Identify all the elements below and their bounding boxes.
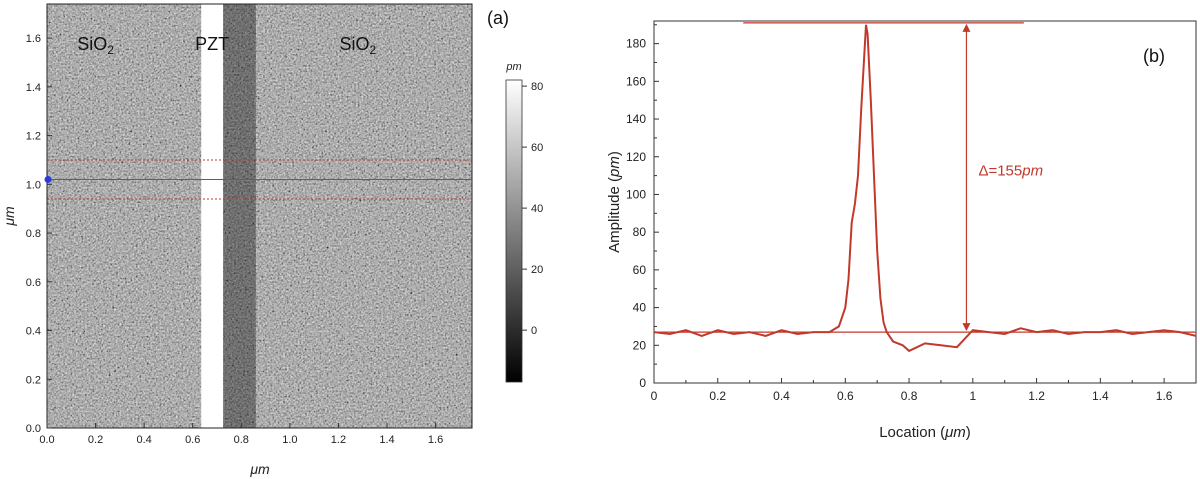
y-tick-label-a: 0.4 — [26, 326, 41, 338]
x-tick-label-b: 1.4 — [1092, 389, 1109, 403]
x-tick-label-b: 1.2 — [1028, 389, 1045, 403]
y-tick-label-a: 0.8 — [26, 228, 41, 240]
y-tick-label-b: 20 — [633, 338, 647, 352]
colorbar-tick-label: 0 — [531, 325, 537, 337]
x-tick-label-a: 1.4 — [379, 434, 394, 446]
colorbar-tick-label: 60 — [531, 142, 543, 154]
map-frame — [46, 3, 473, 429]
dark-band — [223, 4, 256, 428]
amplitude-series-line — [653, 24, 1197, 353]
x-tick-label-a: 1.6 — [428, 434, 443, 446]
y-tick-label-a: 0.6 — [26, 277, 41, 289]
x-tick-label-a: 1.2 — [331, 434, 346, 446]
y-tick-label-a: 1.2 — [26, 131, 41, 143]
afm-amplitude-map: SiO2 PZT SiO2 0.0 0.2 0.4 0.6 0.8 1.0 1.2 1.4 1.… — [1, 3, 543, 477]
x-tick-label-b: 0.4 — [773, 389, 790, 403]
y-tick-label-a: 1.6 — [26, 33, 41, 45]
colorbar-tick-label: 40 — [531, 203, 543, 215]
y-axis-label-a: μm — [1, 206, 17, 227]
x-tick-label-a: 1.0 — [282, 434, 297, 446]
afm-image — [47, 4, 472, 428]
x-tick-label-b: 1.6 — [1156, 389, 1173, 403]
colorbar-tick-label: 20 — [531, 264, 543, 276]
y-tick-label-b: 140 — [626, 112, 646, 126]
pzt-bright-stripe — [201, 4, 224, 428]
x-tick-label-b: 0.6 — [837, 389, 854, 403]
y-tick-label-b: 180 — [626, 37, 646, 51]
region-label-pzt: PZT — [195, 34, 229, 54]
line-cut-marker — [44, 175, 52, 183]
delta-arrow-head-top — [962, 23, 971, 32]
colorbar-tick-label: 80 — [531, 81, 543, 93]
y-tick-label-b: 120 — [626, 150, 646, 164]
x-tick-label-b: 0 — [651, 389, 658, 403]
y-tick-label-a: 0.2 — [26, 374, 41, 386]
y-tick-label-b: 0 — [639, 376, 646, 390]
x-tick-label-a: 0.6 — [185, 434, 200, 446]
panel-label-b: (b) — [1143, 46, 1165, 66]
y-tick-label-b: 160 — [626, 74, 646, 88]
colorbar: pm 80 60 40 20 0 — [505, 61, 543, 383]
y-tick-label-b: 100 — [626, 187, 646, 201]
x-axis-label-a: μm — [249, 461, 270, 477]
x-tick-label-a: 0.8 — [234, 434, 249, 446]
y-tick-label-b: 60 — [633, 263, 647, 277]
x-tick-label-a: 0.2 — [88, 434, 103, 446]
colorbar-gradient — [505, 79, 523, 383]
delta-arrow-head-bottom — [962, 323, 971, 332]
x-axis-label-b: Location (μm) — [879, 424, 971, 441]
amplitude-profile-chart: 0 0.2 0.4 0.6 0.8 1 1.2 1.4 1.6 0 20 40 60 80 100 120 14… — [606, 20, 1197, 441]
region-label-sio2-left: SiO2 — [77, 34, 114, 57]
x-tick-label-a: 0.4 — [136, 434, 151, 446]
panel-label-a: (a) — [487, 8, 509, 28]
delta-annotation: Δ=155pm — [978, 163, 1043, 180]
y-tick-label-a: 0.0 — [26, 423, 41, 435]
x-tick-label-a: 0.0 — [39, 434, 54, 446]
x-tick-label-b: 0.8 — [901, 389, 918, 403]
plot-frame-b — [653, 20, 1197, 384]
region-label-sio2-right: SiO2 — [340, 34, 377, 57]
y-tick-label-a: 1.4 — [26, 82, 41, 94]
y-axis-label-b: Amplitude (pm) — [606, 151, 623, 253]
colorbar-unit: pm — [505, 61, 521, 73]
y-tick-label-a: 1.0 — [26, 179, 41, 191]
x-tick-label-b: 1 — [969, 389, 976, 403]
x-tick-label-b: 0.2 — [709, 389, 726, 403]
y-tick-label-b: 80 — [633, 225, 647, 239]
y-tick-label-b: 40 — [633, 301, 647, 315]
